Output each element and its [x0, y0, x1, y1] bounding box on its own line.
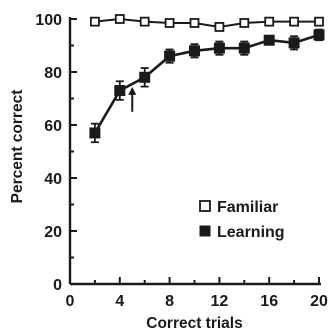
- data-point: [164, 18, 175, 28]
- y-tick-label: 0: [53, 277, 62, 294]
- series-layer: [89, 14, 325, 144]
- x-axis-title: Correct trials: [146, 315, 242, 331]
- x-tick-label: 0: [66, 293, 75, 310]
- data-point: [238, 42, 250, 54]
- data-point: [214, 22, 225, 32]
- data-point: [239, 18, 250, 28]
- y-tick-label: 80: [44, 65, 62, 82]
- y-tick-label: 100: [35, 12, 62, 29]
- data-point: [189, 18, 200, 28]
- data-point: [213, 42, 225, 54]
- axes: 0 20 40 60 80 100 0 4 8 12 16 20: [35, 12, 328, 310]
- data-point: [264, 16, 275, 27]
- series-line: [93, 33, 320, 134]
- arrow-head: [128, 86, 137, 95]
- y-tick-label: 40: [44, 171, 62, 188]
- x-tick-label: 8: [165, 293, 174, 310]
- legend-label-learning: Learning: [217, 224, 285, 241]
- legend-marker-familiar: [199, 200, 211, 212]
- series-line: [94, 17, 319, 28]
- data-point: [89, 127, 101, 139]
- data-point: [139, 16, 150, 27]
- data-point: [289, 16, 300, 27]
- x-tick-label: 4: [115, 293, 124, 310]
- x-tick-label: 20: [310, 293, 328, 310]
- data-point: [114, 85, 126, 97]
- x-tick-label: 16: [260, 293, 278, 310]
- series-familiar: [90, 14, 324, 32]
- data-point: [164, 50, 176, 62]
- y-axis-title: Percent correct: [9, 90, 26, 204]
- data-point: [114, 14, 125, 24]
- legend: Familiar Learning: [199, 199, 285, 241]
- series-learning: [89, 28, 325, 144]
- legend-label-familiar: Familiar: [217, 199, 278, 216]
- data-point: [314, 16, 324, 27]
- legend-marker-learning: [199, 225, 211, 237]
- data-point: [90, 16, 100, 27]
- x-tick-label: 12: [211, 293, 229, 310]
- data-point: [288, 37, 300, 49]
- data-point: [139, 71, 151, 83]
- y-tick-label: 20: [44, 224, 62, 241]
- data-point: [263, 34, 275, 46]
- y-tick-label: 60: [44, 118, 62, 135]
- data-point: [189, 45, 200, 57]
- data-point: [313, 29, 325, 41]
- annotations: [128, 86, 137, 112]
